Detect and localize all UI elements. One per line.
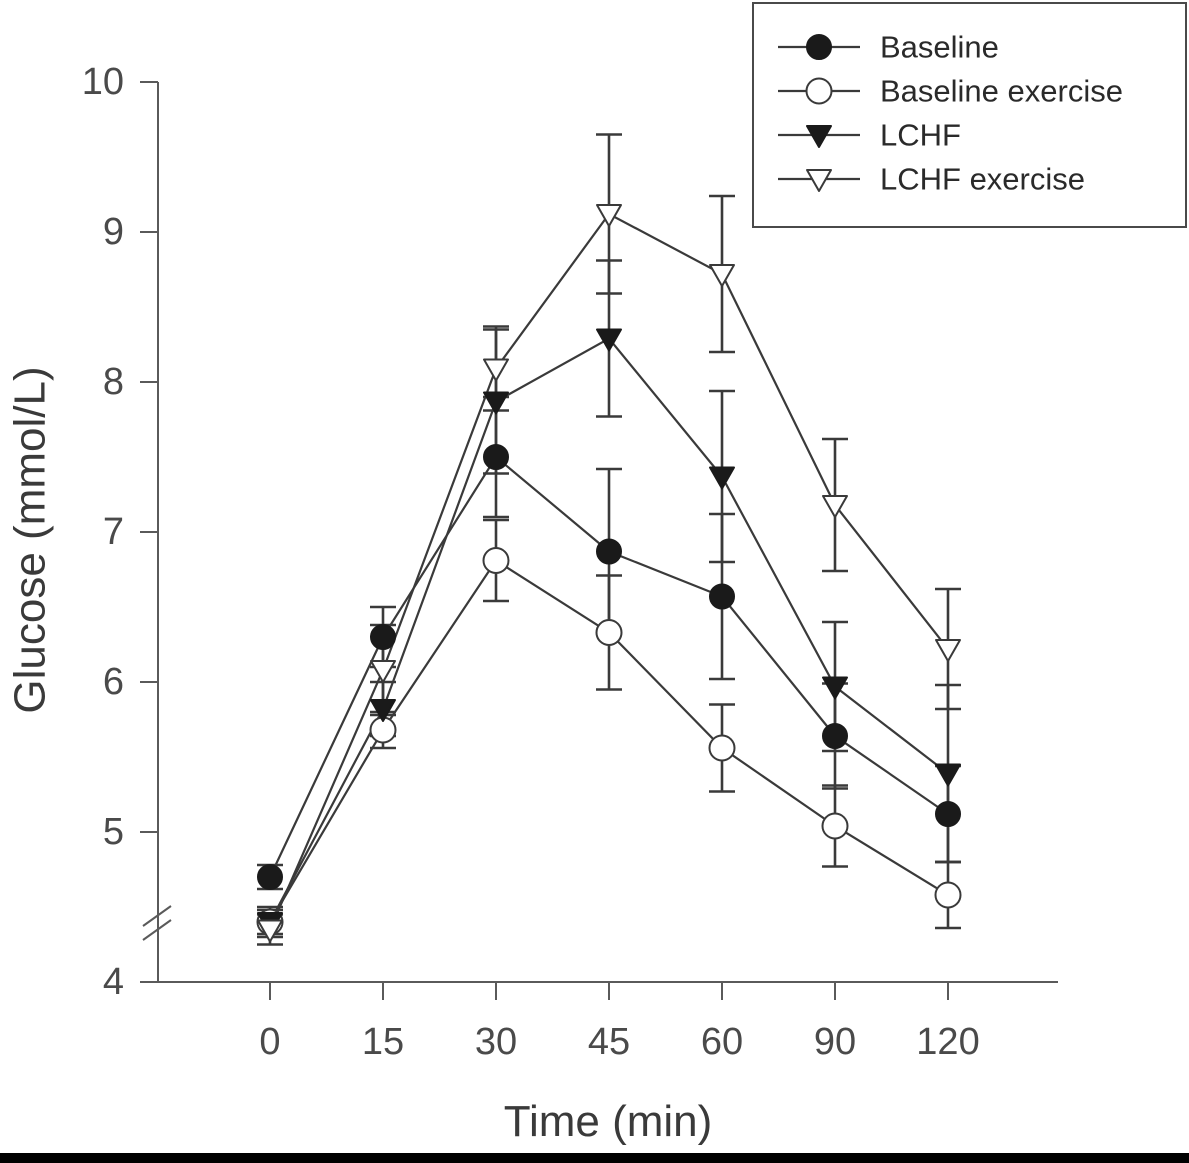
data-point-baseline-exercise [595, 619, 623, 646]
data-point-baseline-exercise [708, 734, 736, 762]
data-point-lchf [935, 763, 961, 787]
data-point-lchf-exercise [257, 919, 283, 943]
y-tick-label: 9 [103, 211, 124, 253]
data-point-lchf [370, 699, 396, 722]
x-tick-label: 15 [362, 1021, 404, 1063]
y-axis-title: Glucose (mmol/L) [6, 366, 55, 713]
data-point-lchf-exercise [822, 495, 848, 518]
legend-item-baseline: Baseline [778, 30, 999, 65]
legend-item-lchf-exercise: LCHF exercise [778, 162, 1085, 197]
data-point-lchf-exercise [483, 358, 509, 382]
data-point-lchf [483, 391, 509, 415]
legend-marker [806, 125, 832, 148]
y-tick-label: 4 [103, 961, 124, 1003]
data-point-lchf-exercise [935, 639, 961, 662]
x-tick-label: 45 [588, 1021, 630, 1063]
y-tick-label: 8 [103, 361, 124, 403]
x-tick-label: 30 [475, 1021, 517, 1063]
data-point-lchf [596, 328, 622, 352]
legend-label: LCHF exercise [880, 162, 1085, 197]
data-point-baseline [822, 723, 848, 749]
data-point-baseline [257, 864, 283, 890]
data-point-baseline [483, 444, 509, 470]
data-point-lchf-exercise [709, 264, 735, 287]
y-tick-label: 7 [103, 511, 124, 553]
legend: Baseline Baseline exercise LCHF LCHF exerci… [752, 2, 1187, 228]
x-tick-label: 0 [259, 1021, 280, 1063]
data-points [256, 204, 962, 943]
legend-marker [805, 77, 833, 105]
x-tick-label: 120 [916, 1021, 979, 1063]
legend-item-lchf: LCHF [778, 118, 961, 153]
y-tick-label: 5 [103, 811, 124, 853]
legend-marker [806, 169, 832, 192]
data-point-lchf [822, 676, 848, 700]
data-point-baseline-exercise [821, 812, 849, 840]
data-point-lchf-exercise [370, 660, 396, 683]
x-axis-title: Time (min) [504, 1097, 713, 1146]
legend-label: LCHF [880, 118, 961, 153]
legend-item-baseline-exercise: Baseline exercise [778, 74, 1123, 109]
x-tick-label: 60 [701, 1021, 743, 1063]
legend-label: Baseline exercise [880, 74, 1123, 109]
data-point-lchf-exercise [596, 204, 622, 227]
y-ticks: 4 5 6 7 8 9 10 [82, 61, 158, 1003]
data-point-baseline [370, 624, 396, 650]
x-tick-label: 90 [814, 1021, 856, 1063]
axis-break-mark [142, 905, 172, 941]
screen-bottom-edge [0, 1153, 1189, 1163]
x-ticks: 0 15 30 45 60 90 120 [259, 982, 980, 1063]
data-point-baseline-exercise [934, 881, 962, 909]
data-point-baseline [596, 538, 622, 565]
data-point-baseline [709, 583, 735, 610]
plot-area [256, 133, 962, 946]
legend-label: Baseline [880, 30, 999, 65]
y-tick-label: 6 [103, 661, 124, 703]
data-point-lchf [709, 466, 735, 490]
data-point-baseline-exercise [482, 547, 510, 574]
data-point-baseline [935, 801, 961, 827]
y-tick-label: 10 [82, 61, 124, 103]
legend-marker [806, 34, 832, 60]
